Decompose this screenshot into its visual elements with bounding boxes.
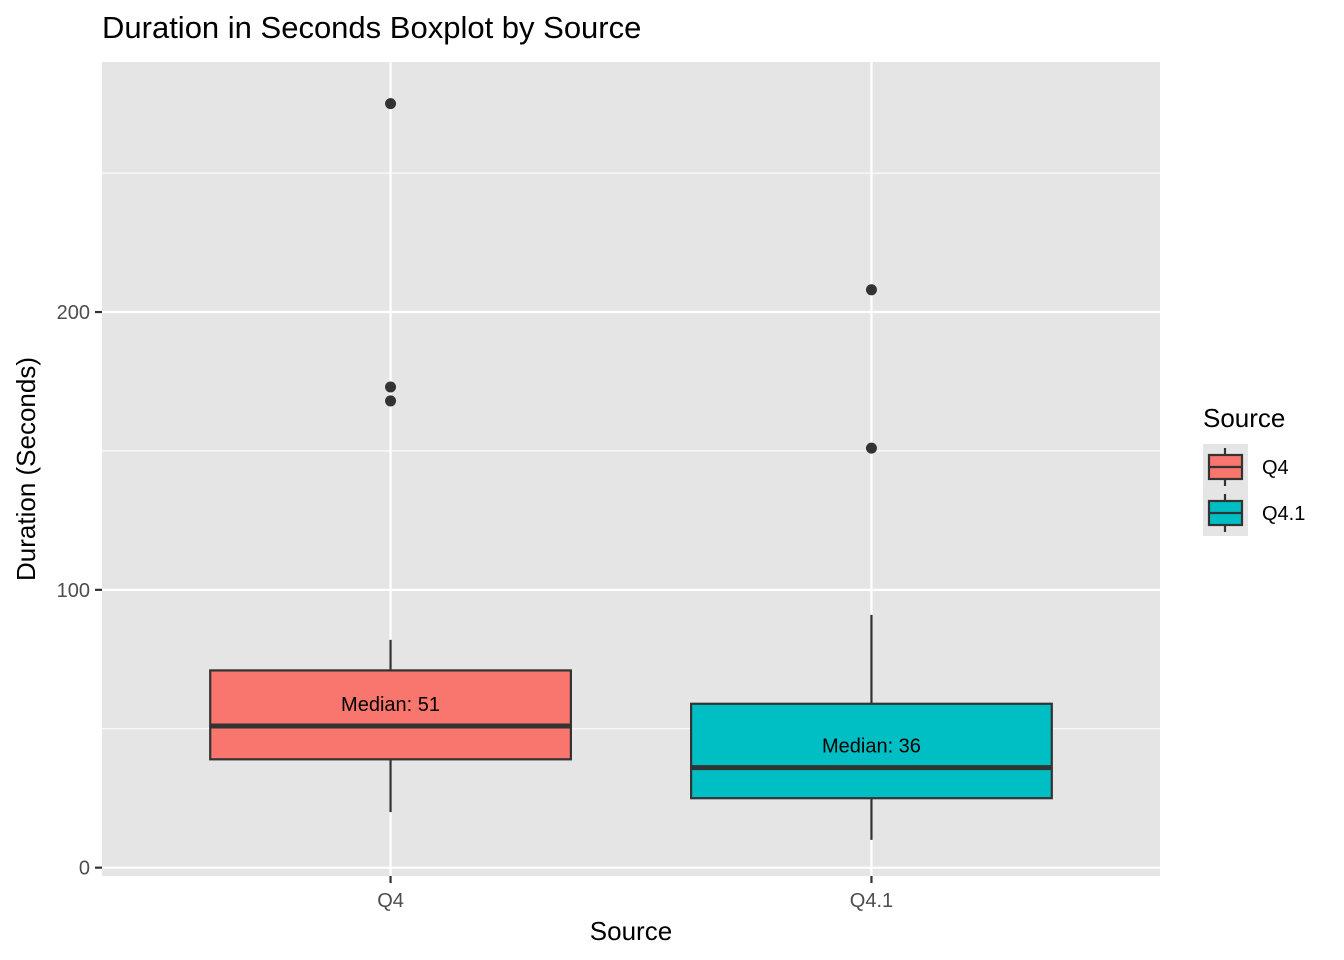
x-axis: Q4 Q4.1 <box>377 876 893 912</box>
legend-label: Q4 <box>1262 457 1289 479</box>
box-iqr <box>209 669 572 761</box>
legend-key-Q4.1: Q4.1 <box>1207 494 1305 532</box>
y-tick-label: 0 <box>79 858 90 880</box>
box-Q4: Median: 51 <box>209 98 572 813</box>
x-axis-title: Source <box>590 916 672 946</box>
outlier-point <box>385 98 397 110</box>
x-tick-label: Q4.1 <box>850 890 893 912</box>
median-label: Median: 51 <box>341 694 440 716</box>
y-axis: 0 100 200 <box>57 302 102 880</box>
outlier-point <box>865 442 877 454</box>
y-tick-label: 200 <box>57 302 90 324</box>
legend-key-Q4: Q4 <box>1207 448 1289 486</box>
legend: Source Q4 Q4.1 <box>1203 403 1305 536</box>
legend-title: Source <box>1203 403 1285 433</box>
x-tick-label: Q4 <box>377 890 404 912</box>
outlier-point <box>865 284 877 296</box>
outlier-point <box>385 381 397 393</box>
outlier-point <box>385 395 397 407</box>
boxplot-boxes: Median: 51 Median: 36 <box>209 98 1053 840</box>
legend-keys: Q4 Q4.1 <box>1207 448 1305 532</box>
y-axis-title: Duration (Seconds) <box>11 357 41 581</box>
box-Q4.1: Median: 36 <box>690 284 1053 840</box>
chart-title: Duration in Seconds Boxplot by Source <box>102 10 641 45</box>
box-iqr <box>690 702 1053 800</box>
legend-label: Q4.1 <box>1262 503 1305 525</box>
median-label: Median: 36 <box>822 736 921 758</box>
y-tick-label: 100 <box>57 580 90 602</box>
